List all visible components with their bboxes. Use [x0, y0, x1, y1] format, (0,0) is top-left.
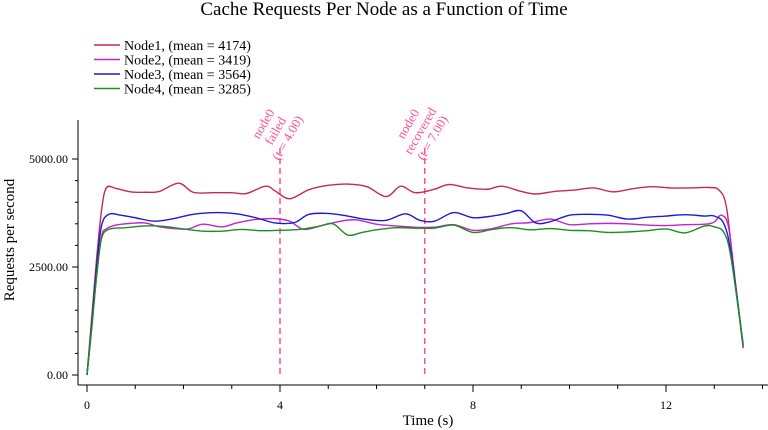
y-tick-label: 0.00: [47, 368, 68, 382]
y-tick-label: 5000.00: [29, 152, 68, 166]
y-tick-label: 2500.00: [29, 260, 68, 274]
axes: [77, 120, 768, 386]
annotations: node0failed(t = 4.00) node0recovered(t = …: [244, 97, 452, 375]
y-axis-label: Requests per second: [2, 178, 18, 301]
annotation-label: node0failed(t = 4.00): [244, 99, 306, 163]
chart-title: Cache Requests Per Node as a Function of…: [200, 0, 567, 20]
x-tick-label: 12: [660, 398, 672, 412]
legend-label: Node2, (mean = 3419): [124, 54, 251, 69]
legend-label: Node1, (mean = 4174): [124, 39, 251, 54]
x-tick-label: 8: [470, 398, 476, 412]
series-line-node4: [86, 222, 744, 376]
x-tick-label: 4: [277, 398, 283, 412]
series-lines: [86, 182, 744, 376]
x-tick-label: 0: [84, 398, 90, 412]
legend-label: Node3, (mean = 3564): [124, 68, 251, 83]
legend: Node1, (mean = 4174)Node2, (mean = 3419)…: [94, 39, 251, 98]
x-axis-label: Time (s): [403, 413, 454, 429]
x-ticks: 0 4 8 12: [84, 385, 763, 412]
legend-label: Node4, (mean = 3285): [124, 83, 251, 98]
series-line-node3: [86, 209, 744, 376]
y-ticks: 0.00 2500.00 5000.00: [29, 152, 78, 382]
annotation-label: node0recovered(t = 7.00): [389, 97, 452, 163]
series-line-node2: [86, 214, 744, 376]
series-line-node1: [86, 182, 744, 376]
